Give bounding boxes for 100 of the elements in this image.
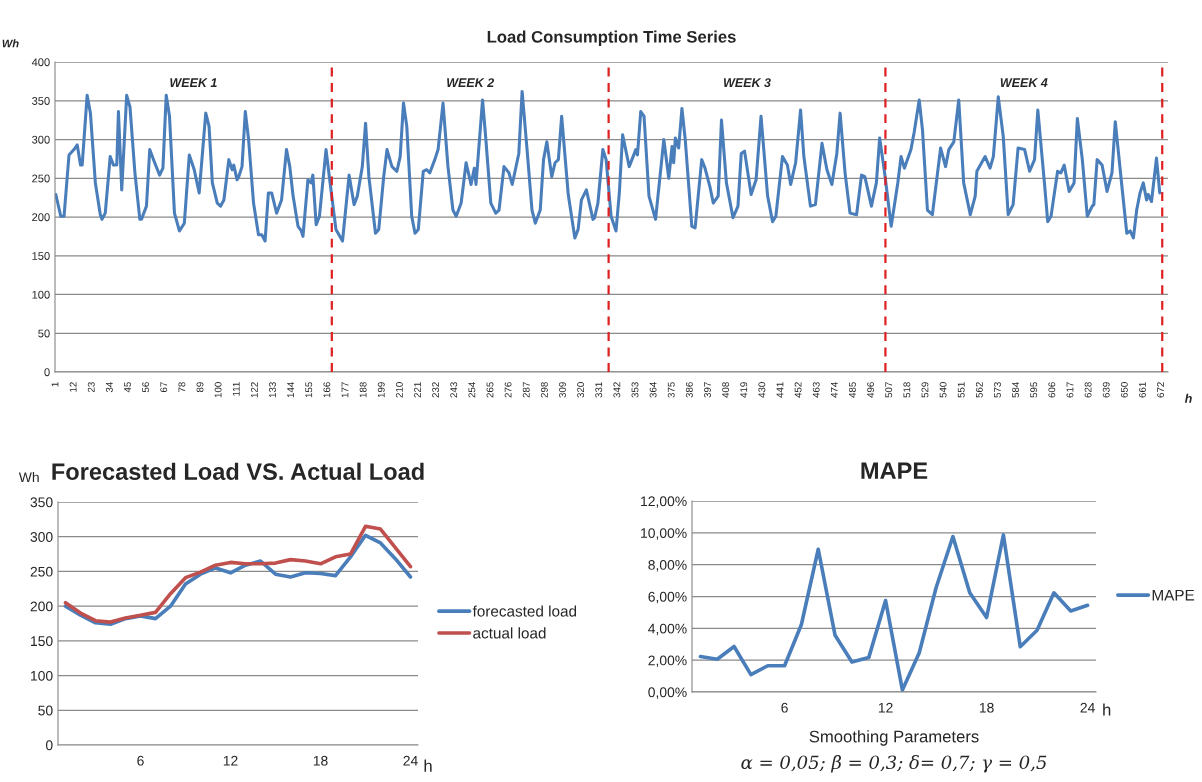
x-tick-label: 12 [223, 755, 238, 766]
x-tick-label: 485 [849, 382, 856, 398]
x-tick-label: 254 [468, 382, 476, 398]
y-axis-title: Wh [18, 472, 39, 483]
y-tick-label: 12,00% [641, 496, 687, 508]
y-tick-label: 250 [30, 566, 53, 577]
x-tick-label: 540 [939, 382, 947, 398]
x-tick-label: 144 [287, 382, 294, 398]
x-tick-label: 122 [250, 382, 258, 398]
x-tick-label: 67 [160, 382, 168, 393]
x-tick-label: 78 [178, 382, 186, 393]
chart-title: Forecasted Load VS. Actual Load [52, 462, 424, 481]
x-tick-label: 507 [885, 382, 893, 398]
x-tick-label: 1 [51, 382, 59, 387]
x-tick-label: 518 [903, 382, 911, 398]
text: α = 0,05; β = 0,3; δ= 0,7; γ = 0,5 [741, 755, 1047, 773]
x-tick-label: 650 [1120, 382, 1128, 398]
line-series [698, 533, 1090, 692]
x-tick-label: 210 [395, 382, 403, 398]
y-tick-label: 300 [32, 135, 50, 144]
x-tick-label: 628 [1084, 382, 1092, 398]
line-series [55, 89, 1162, 243]
x-tick-label: 320 [577, 382, 585, 398]
x-tick-label: 287 [522, 382, 530, 398]
x-tick-label: 100 [214, 382, 222, 398]
x-tick-label: 309 [559, 382, 566, 398]
x-tick-label: 463 [812, 382, 820, 398]
chart-title: Load Consumption Time Series [487, 30, 736, 47]
chart-title: MAPE [861, 462, 928, 479]
x-tick-label: 584 [1012, 382, 1020, 398]
x-tick-label: 18 [313, 755, 328, 766]
x-tick-label: 397 [704, 382, 711, 398]
x-tick-label: 551 [957, 382, 965, 398]
y-tick-label: 0 [44, 368, 50, 377]
x-tick-label: 342 [613, 382, 621, 398]
y-tick-label: 50 [38, 705, 53, 716]
x-tick-label: 24 [403, 755, 418, 766]
x-tick-label: 221 [414, 382, 421, 398]
x-tick-label: 331 [595, 382, 603, 398]
y-tick-label: 2,00% [648, 655, 687, 667]
y-tick-label: 300 [30, 532, 53, 542]
x-tick-label: 419 [740, 382, 748, 398]
x-tick-label: 265 [486, 382, 494, 398]
x-tick-label: 177 [341, 382, 349, 398]
x-tick-label: 34 [105, 382, 113, 393]
legend-label: forecasted load [472, 605, 577, 617]
y-tick-label: 100 [31, 670, 53, 681]
y-tick-label: 350 [32, 97, 50, 105]
x-tick-label: 562 [975, 382, 983, 398]
x-tick-label: 56 [142, 382, 150, 393]
y-tick-label: 8,00% [648, 560, 687, 572]
x-tick-label: 232 [432, 382, 440, 398]
x-tick-label: 595 [1030, 382, 1038, 398]
x-tick-label: 18 [979, 702, 994, 713]
x-tick-label: 243 [450, 382, 458, 398]
x-tick-label: 661 [1139, 382, 1146, 398]
x-tick-label: 23 [87, 382, 95, 393]
x-tick-label: 386 [685, 382, 693, 398]
y-tick-label: 10,00% [641, 528, 687, 540]
legend-label: actual load [473, 627, 546, 639]
x-tick-label: 474 [831, 382, 838, 398]
y-axis-title: Wh [2, 39, 19, 48]
x-tick-label: 408 [722, 382, 730, 398]
x-tick-label: 24 [1080, 702, 1095, 713]
x-tick-label: 276 [504, 382, 512, 398]
x-tick-label: 606 [1048, 382, 1056, 398]
legend-label: MAPE [1152, 589, 1195, 601]
x-tick-label: 529 [921, 382, 929, 398]
y-tick-label: 4,00% [648, 623, 687, 636]
y-tick-label: 200 [32, 213, 50, 222]
x-tick-label: 133 [269, 382, 276, 398]
x-tick-label: 496 [867, 382, 875, 398]
x-tick-label: 672 [1157, 382, 1165, 398]
x-tick-label: 166 [323, 382, 331, 398]
x-axis-title: h [1184, 393, 1192, 403]
y-tick-label: 150 [31, 636, 53, 647]
x-axis-title: h [424, 759, 432, 772]
x-tick-label: 353 [631, 382, 639, 398]
y-tick-label: 50 [38, 329, 50, 338]
annotation: WEEK 1 [170, 78, 217, 87]
x-tick-label: 375 [667, 382, 675, 398]
y-tick-label: 0,00% [648, 687, 687, 699]
y-tick-label: 200 [30, 601, 53, 612]
x-tick-label: 155 [305, 382, 313, 398]
annotation: WEEK 4 [1000, 78, 1048, 87]
x-tick-label: 89 [196, 382, 204, 393]
text: Smoothing Parameters [809, 730, 979, 746]
x-tick-label: 441 [776, 382, 784, 398]
annotation: WEEK 3 [723, 78, 771, 88]
y-tick-label: 0 [45, 740, 53, 751]
y-tick-label: 150 [32, 252, 50, 260]
y-tick-label: 250 [32, 174, 50, 183]
x-tick-label: 573 [994, 382, 1001, 398]
annotation: WEEK 2 [447, 78, 495, 87]
x-tick-label: 45 [124, 382, 131, 393]
x-tick-label: 298 [540, 382, 548, 398]
x-tick-label: 452 [794, 382, 802, 398]
x-tick-label: 12 [69, 382, 77, 392]
x-tick-label: 364 [649, 382, 657, 398]
x-tick-label: 199 [377, 382, 385, 398]
